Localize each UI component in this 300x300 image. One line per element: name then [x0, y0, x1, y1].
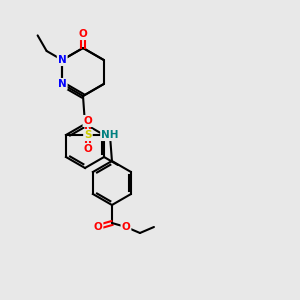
Text: O: O	[79, 29, 87, 39]
Text: N: N	[58, 79, 67, 89]
Text: O: O	[84, 116, 92, 126]
Text: O: O	[94, 222, 102, 232]
Text: S: S	[84, 130, 92, 140]
Text: N: N	[58, 55, 67, 65]
Text: NH: NH	[101, 130, 119, 140]
Text: O: O	[122, 222, 130, 232]
Text: O: O	[84, 144, 92, 154]
